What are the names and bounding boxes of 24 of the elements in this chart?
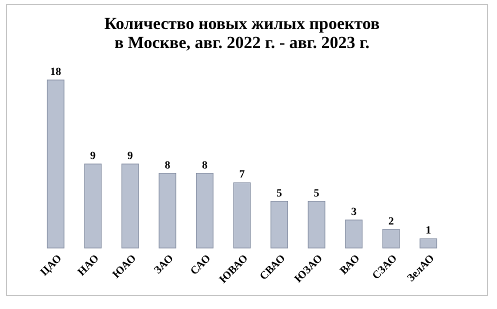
bar — [345, 220, 363, 248]
data-label: 9 — [127, 150, 134, 162]
data-label: 1 — [426, 224, 432, 237]
data-label: 9 — [90, 150, 96, 162]
bar — [158, 172, 176, 248]
bar — [121, 164, 139, 248]
data-label: 5 — [276, 187, 283, 200]
data-label: 2 — [388, 215, 394, 228]
bar — [308, 200, 326, 248]
bar — [420, 238, 438, 248]
bar — [46, 80, 64, 248]
data-label: 18 — [50, 66, 62, 78]
data-label: 8 — [164, 159, 171, 172]
bar — [270, 200, 288, 248]
chart-title: Количество новых жилых проектов в Москве, авг. 2022 г. - авг. 2023 г. — [104, 14, 380, 52]
bar — [84, 164, 102, 248]
bar — [233, 182, 251, 248]
data-label: 5 — [314, 187, 320, 200]
x-tick-label: САО — [188, 252, 214, 278]
data-label: 7 — [239, 168, 246, 181]
bar — [382, 228, 400, 248]
data-label: 3 — [351, 206, 358, 218]
bar — [196, 172, 214, 248]
data-label: 8 — [202, 159, 208, 172]
